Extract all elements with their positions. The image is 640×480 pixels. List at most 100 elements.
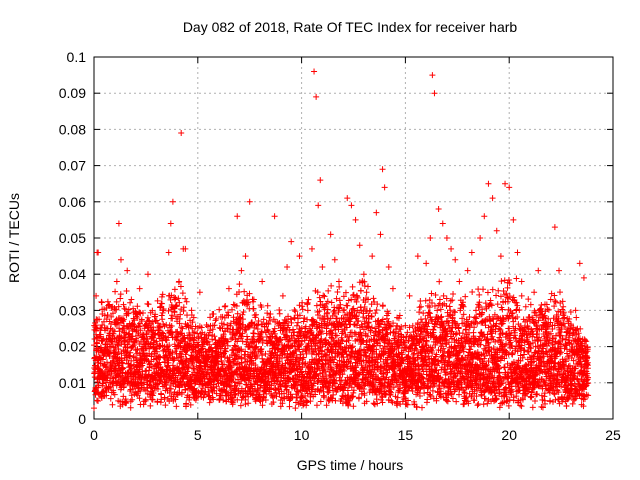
data-point [153,338,160,345]
data-point [109,310,116,317]
data-point [127,349,134,356]
data-point [101,306,108,313]
data-point [111,391,118,398]
data-point [159,329,166,336]
data-point [466,313,473,320]
x-tick-label: 20 [501,427,517,443]
data-point [142,387,149,394]
data-point [428,290,435,297]
data-point [325,287,332,294]
data-point [177,311,184,318]
data-point [189,360,196,367]
data-point [166,342,173,349]
data-point [301,315,308,322]
data-point [210,384,217,391]
data-point [480,286,487,293]
data-point [218,357,225,364]
data-point [182,295,189,302]
data-point [220,321,227,328]
data-point [379,399,386,406]
data-point [154,386,161,393]
data-point [120,322,127,329]
y-tick-label: 0.07 [59,158,86,174]
data-point [95,397,102,404]
data-point [130,353,137,360]
data-point [480,401,487,408]
data-point [159,307,166,314]
data-point [485,396,492,403]
data-point [118,350,125,357]
data-point [450,291,457,298]
x-tick-label: 5 [194,427,202,443]
data-point [146,361,153,368]
y-tick-label: 0.08 [59,121,86,137]
data-point [213,315,220,322]
data-point [167,385,174,392]
data-point [449,297,456,304]
data-point [136,309,143,316]
data-point [154,297,161,304]
data-point [321,393,328,400]
x-tick-label: 15 [398,427,414,443]
data-point [153,317,160,324]
data-point [350,291,357,298]
data-point [183,298,190,305]
gridlines [94,57,613,419]
data-point [114,319,121,326]
data-point [193,363,200,370]
data-point [471,324,478,331]
data-point [191,334,198,341]
data-point [432,292,439,299]
data-point [159,291,166,298]
data-point [125,306,132,313]
data-point [317,398,324,405]
data-point [313,402,320,409]
data-point [291,307,298,314]
data-point [189,325,196,332]
data-point [140,401,147,408]
data-point [206,399,213,406]
data-point [250,305,257,312]
data-point [253,311,260,318]
data-point [299,306,306,313]
data-point [216,324,223,331]
data-point [104,359,111,366]
data-point [129,333,136,340]
data-point [243,333,250,340]
data-point [121,305,128,312]
data-point [241,288,248,295]
data-point [182,351,189,358]
data-point [344,302,351,309]
data-point [160,305,167,312]
data-point [133,337,140,344]
data-point [108,313,115,320]
x-tick-label: 10 [294,427,310,443]
data-point [177,378,184,385]
data-point [498,278,505,285]
data-point [168,322,175,329]
y-tick-label: 0.09 [59,85,86,101]
data-point [462,293,469,300]
y-tick-label: 0.02 [59,339,86,355]
data-point [163,384,170,391]
y-tick-label: 0.04 [59,266,86,282]
data-point [304,299,311,306]
data-point [133,350,140,357]
data-point [177,283,184,290]
data-point [109,361,116,368]
data-point [177,329,184,336]
data-point [199,343,206,350]
data-point [137,327,144,334]
data-point [98,299,105,306]
data-point [179,290,186,297]
data-point [127,387,134,394]
data-point [336,283,343,290]
data-point [204,323,211,330]
data-point [210,396,217,403]
data-point [349,283,356,290]
data-point [117,291,124,298]
data-point [152,330,159,337]
x-tick-label: 25 [605,427,621,443]
data-point [173,302,180,309]
data-point [216,306,223,313]
